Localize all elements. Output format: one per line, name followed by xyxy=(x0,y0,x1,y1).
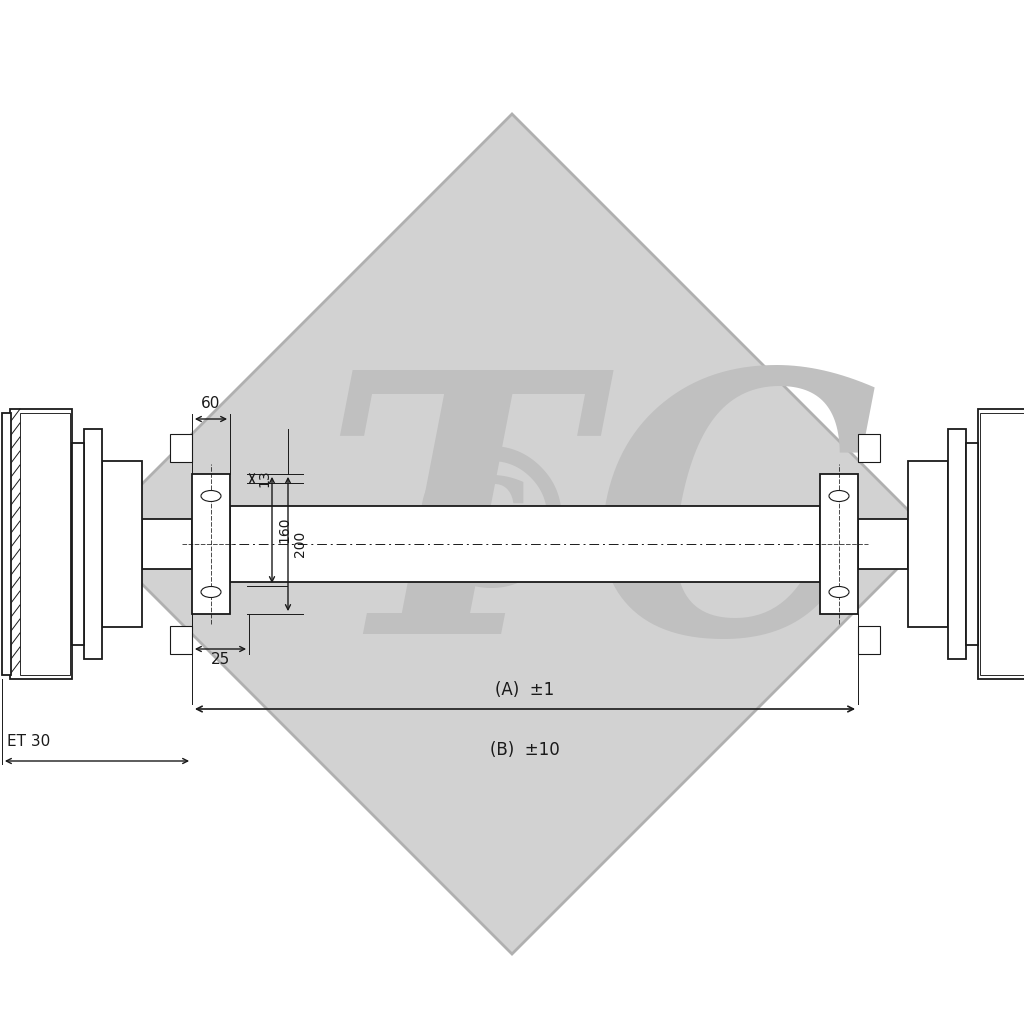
Ellipse shape xyxy=(829,587,849,597)
Bar xyxy=(858,519,908,569)
Bar xyxy=(193,474,230,614)
Ellipse shape xyxy=(201,587,221,597)
Text: 160: 160 xyxy=(278,517,291,544)
Text: 200: 200 xyxy=(293,530,307,557)
Bar xyxy=(170,626,193,654)
Bar xyxy=(20,413,70,675)
Bar xyxy=(84,429,102,659)
Ellipse shape xyxy=(829,490,849,502)
Bar xyxy=(170,434,193,462)
Bar xyxy=(142,519,193,569)
Text: ET 30: ET 30 xyxy=(7,734,50,749)
Bar xyxy=(948,429,966,659)
Bar xyxy=(102,461,142,627)
Text: (B)  ±10: (B) ±10 xyxy=(490,741,560,759)
Bar xyxy=(980,413,1024,675)
Text: 13: 13 xyxy=(257,470,271,487)
Bar xyxy=(858,434,880,462)
Bar xyxy=(978,409,1024,679)
Bar xyxy=(230,506,820,582)
Bar xyxy=(2,413,11,675)
Text: 25: 25 xyxy=(211,652,230,667)
Bar xyxy=(858,626,880,654)
Text: (A)  ±1: (A) ±1 xyxy=(496,681,555,699)
Text: ©: © xyxy=(393,439,587,629)
Bar xyxy=(72,442,84,645)
Text: TC: TC xyxy=(322,359,878,709)
Bar xyxy=(10,409,72,679)
Bar xyxy=(908,461,948,627)
Bar xyxy=(966,442,978,645)
Ellipse shape xyxy=(201,490,221,502)
Text: 60: 60 xyxy=(202,396,221,411)
Bar xyxy=(820,474,858,614)
Polygon shape xyxy=(92,114,932,954)
